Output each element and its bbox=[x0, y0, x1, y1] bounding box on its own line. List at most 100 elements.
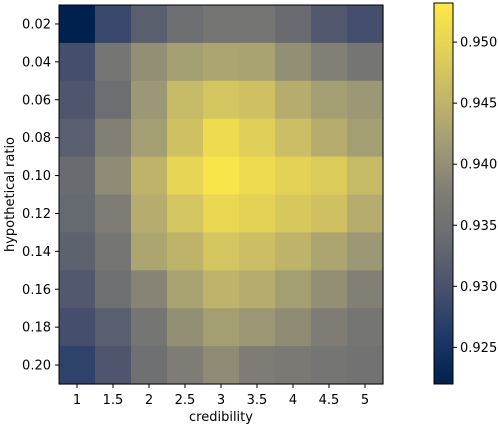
heatmap-cell bbox=[167, 194, 204, 233]
colorbar-ticks: 0.925 0.930 0.935 0.940 0.945 0.950 bbox=[453, 36, 497, 356]
x-tick-label: 4.5 bbox=[319, 393, 340, 408]
heatmap-cell bbox=[59, 42, 96, 82]
heatmap-cell bbox=[239, 308, 276, 347]
heatmap-cell bbox=[203, 80, 240, 120]
colorbar-tick-label: 0.925 bbox=[460, 341, 497, 356]
heatmap-cell bbox=[239, 232, 276, 271]
heatmap-cell bbox=[347, 194, 384, 233]
y-tick-label: 0.14 bbox=[22, 245, 51, 260]
heatmap-cell bbox=[203, 118, 240, 158]
colorbar bbox=[433, 2, 454, 385]
x-tick-label: 3 bbox=[217, 393, 225, 408]
heatmap-cell bbox=[275, 80, 312, 120]
heatmap-cell bbox=[347, 156, 384, 196]
heatmap-cell bbox=[347, 308, 384, 347]
heatmap-cell bbox=[95, 80, 132, 120]
heatmap-cell bbox=[131, 42, 168, 82]
heatmap-cell bbox=[311, 5, 348, 44]
y-tick-label: 0.16 bbox=[22, 283, 51, 298]
heatmap-cell bbox=[203, 270, 240, 309]
heatmap-cell bbox=[131, 308, 168, 347]
heatmap-cell bbox=[239, 346, 276, 385]
heatmap-cell bbox=[239, 5, 276, 44]
heatmap-cell bbox=[347, 5, 384, 44]
heatmap-cell bbox=[275, 346, 312, 385]
heatmap-cell bbox=[311, 308, 348, 347]
heatmap-cell bbox=[59, 118, 96, 158]
heatmap-cell bbox=[95, 308, 132, 347]
heatmap-cell bbox=[167, 5, 204, 44]
heatmap-cell bbox=[275, 270, 312, 309]
heatmap-cell bbox=[347, 118, 384, 158]
heatmap-cell bbox=[203, 232, 240, 271]
y-tick-label: 0.06 bbox=[22, 93, 51, 108]
heatmap-cell bbox=[275, 232, 312, 271]
heatmap-cell bbox=[59, 194, 96, 233]
heatmap-cell bbox=[131, 194, 168, 233]
heatmap-cell bbox=[95, 5, 132, 44]
heatmap-cell bbox=[203, 156, 240, 196]
heatmap-cell bbox=[95, 346, 132, 385]
heatmap-cell bbox=[311, 194, 348, 233]
heatmap-cell bbox=[131, 232, 168, 271]
x-tick-label: 1.5 bbox=[103, 393, 124, 408]
x-tick-label: 4 bbox=[289, 393, 297, 408]
heatmap-cell bbox=[167, 156, 204, 196]
heatmap-cell bbox=[239, 42, 276, 82]
heatmap-cell bbox=[167, 308, 204, 347]
x-axis-label: credibility bbox=[189, 410, 253, 425]
heatmap-cell bbox=[59, 232, 96, 271]
x-tick-label: 1 bbox=[73, 393, 81, 408]
heatmap-cell bbox=[275, 118, 312, 158]
heatmap-cell bbox=[311, 232, 348, 271]
heatmap-cell bbox=[131, 346, 168, 385]
heatmap-cell bbox=[95, 156, 132, 196]
x-tick-label: 2.5 bbox=[175, 393, 196, 408]
y-axis-ticks: 0.02 0.04 0.06 0.08 0.10 0.12 0.14 0.16 0.18 0.20 bbox=[22, 17, 59, 374]
heatmap-cell bbox=[275, 156, 312, 196]
heatmap-cell bbox=[239, 156, 276, 196]
heatmap-cell bbox=[239, 118, 276, 158]
heatmap-cell bbox=[275, 5, 312, 44]
heatmap-cell bbox=[311, 156, 348, 196]
heatmap-cell bbox=[131, 80, 168, 120]
heatmap-cell bbox=[347, 270, 384, 309]
heatmap-cell bbox=[95, 232, 132, 271]
y-tick-label: 0.02 bbox=[22, 17, 51, 32]
heatmap-cell bbox=[131, 156, 168, 196]
heatmap-cell bbox=[311, 42, 348, 82]
heatmap-cell bbox=[203, 308, 240, 347]
heatmap-cell bbox=[167, 346, 204, 385]
heatmap-cell bbox=[203, 346, 240, 385]
heatmap-cell bbox=[347, 80, 384, 120]
heatmap-cell bbox=[239, 270, 276, 309]
colorbar-tick-label: 0.935 bbox=[460, 219, 497, 234]
heatmap-cell bbox=[347, 232, 384, 271]
colorbar-tick-label: 0.950 bbox=[460, 36, 497, 51]
heatmap-cell bbox=[311, 270, 348, 309]
heatmap-cell bbox=[239, 80, 276, 120]
y-tick-label: 0.04 bbox=[22, 55, 51, 70]
heatmap-cell bbox=[131, 118, 168, 158]
heatmap-cell bbox=[59, 156, 96, 196]
heatmap-cell bbox=[203, 194, 240, 233]
heatmap-cell bbox=[167, 232, 204, 271]
heatmap-cell bbox=[167, 270, 204, 309]
y-tick-label: 0.18 bbox=[22, 321, 51, 336]
x-tick-label: 3.5 bbox=[247, 393, 268, 408]
colorbar-tick-label: 0.930 bbox=[460, 280, 497, 295]
heatmap-cell bbox=[275, 308, 312, 347]
heatmap-cell bbox=[131, 5, 168, 44]
y-tick-label: 0.12 bbox=[22, 207, 51, 222]
heatmap-cell bbox=[311, 80, 348, 120]
heatmap-cell bbox=[95, 194, 132, 233]
x-tick-label: 5 bbox=[361, 393, 369, 408]
heatmap-cell bbox=[275, 194, 312, 233]
heatmap-cell bbox=[167, 80, 204, 120]
heatmap-cell bbox=[203, 5, 240, 44]
y-axis-label: hypothetical ratio bbox=[3, 137, 18, 252]
heatmap-cell bbox=[167, 118, 204, 158]
heatmap-cell bbox=[311, 346, 348, 385]
y-tick-label: 0.20 bbox=[22, 359, 51, 374]
